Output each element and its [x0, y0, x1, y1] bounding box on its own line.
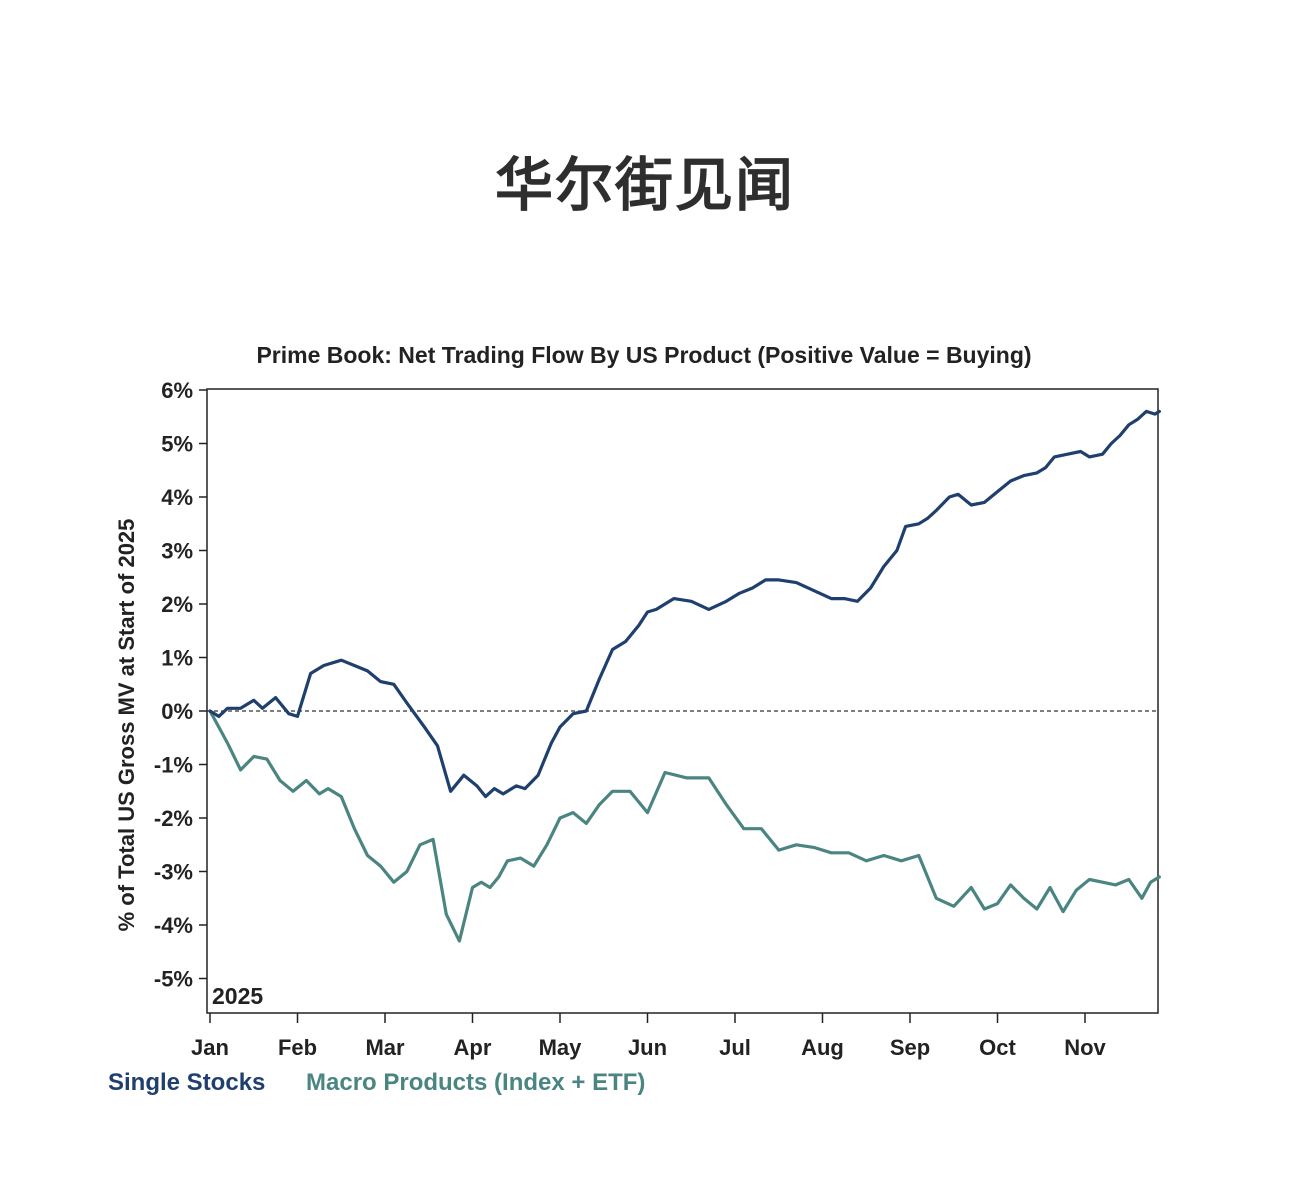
y-tick-label: 5%: [161, 432, 193, 457]
x-tick-label: Nov: [1064, 1035, 1106, 1060]
year-label: 2025: [212, 983, 263, 1009]
y-tick-label: -5%: [154, 967, 193, 992]
legend-item-macro-products: Macro Products (Index + ETF): [306, 1069, 645, 1096]
x-tick-label: May: [539, 1035, 583, 1060]
x-tick-label: Sep: [890, 1035, 930, 1060]
chart-title: Prime Book: Net Trading Flow By US Produ…: [256, 342, 1031, 368]
y-tick-label: -3%: [154, 860, 193, 885]
plot-frame: [206, 388, 1159, 1014]
x-tick-label: Aug: [801, 1035, 844, 1060]
x-tick-label: Jun: [628, 1035, 667, 1060]
y-tick-label: -2%: [154, 806, 193, 831]
legend-item-single-stocks: Single Stocks: [108, 1069, 265, 1096]
y-tick-label: 2%: [161, 592, 193, 617]
watermark-brand: 华尔街见闻: [494, 151, 795, 219]
y-axis-label: % of Total US Gross MV at Start of 2025: [114, 519, 139, 932]
x-tick-label: Jan: [191, 1035, 229, 1060]
y-tick-label: 4%: [161, 485, 193, 510]
series-line-single-stocks: [208, 409, 1162, 799]
x-tick-label: Feb: [278, 1035, 317, 1060]
x-tick-label: Mar: [365, 1035, 405, 1060]
y-tick-label: -1%: [154, 753, 193, 778]
x-tick-label: Jul: [719, 1035, 751, 1060]
y-tick-label: 1%: [161, 646, 193, 671]
y-tick-label: 0%: [161, 699, 193, 724]
plot-area: 6% 5% 4% 3% 2% 1% 0% -1% -2% -3% -4% -5% Jan Feb Mar Ap…: [154, 378, 1162, 1060]
x-tick-label: Apr: [454, 1035, 492, 1060]
y-tick-label: 6%: [161, 378, 193, 403]
y-tick-label: 3%: [161, 539, 193, 564]
y-tick-label: -4%: [154, 913, 193, 938]
x-tick-label: Oct: [979, 1035, 1016, 1060]
legend: Single Stocks Macro Products (Index + ET…: [108, 1069, 645, 1096]
series-line-macro-products: [208, 709, 1162, 943]
